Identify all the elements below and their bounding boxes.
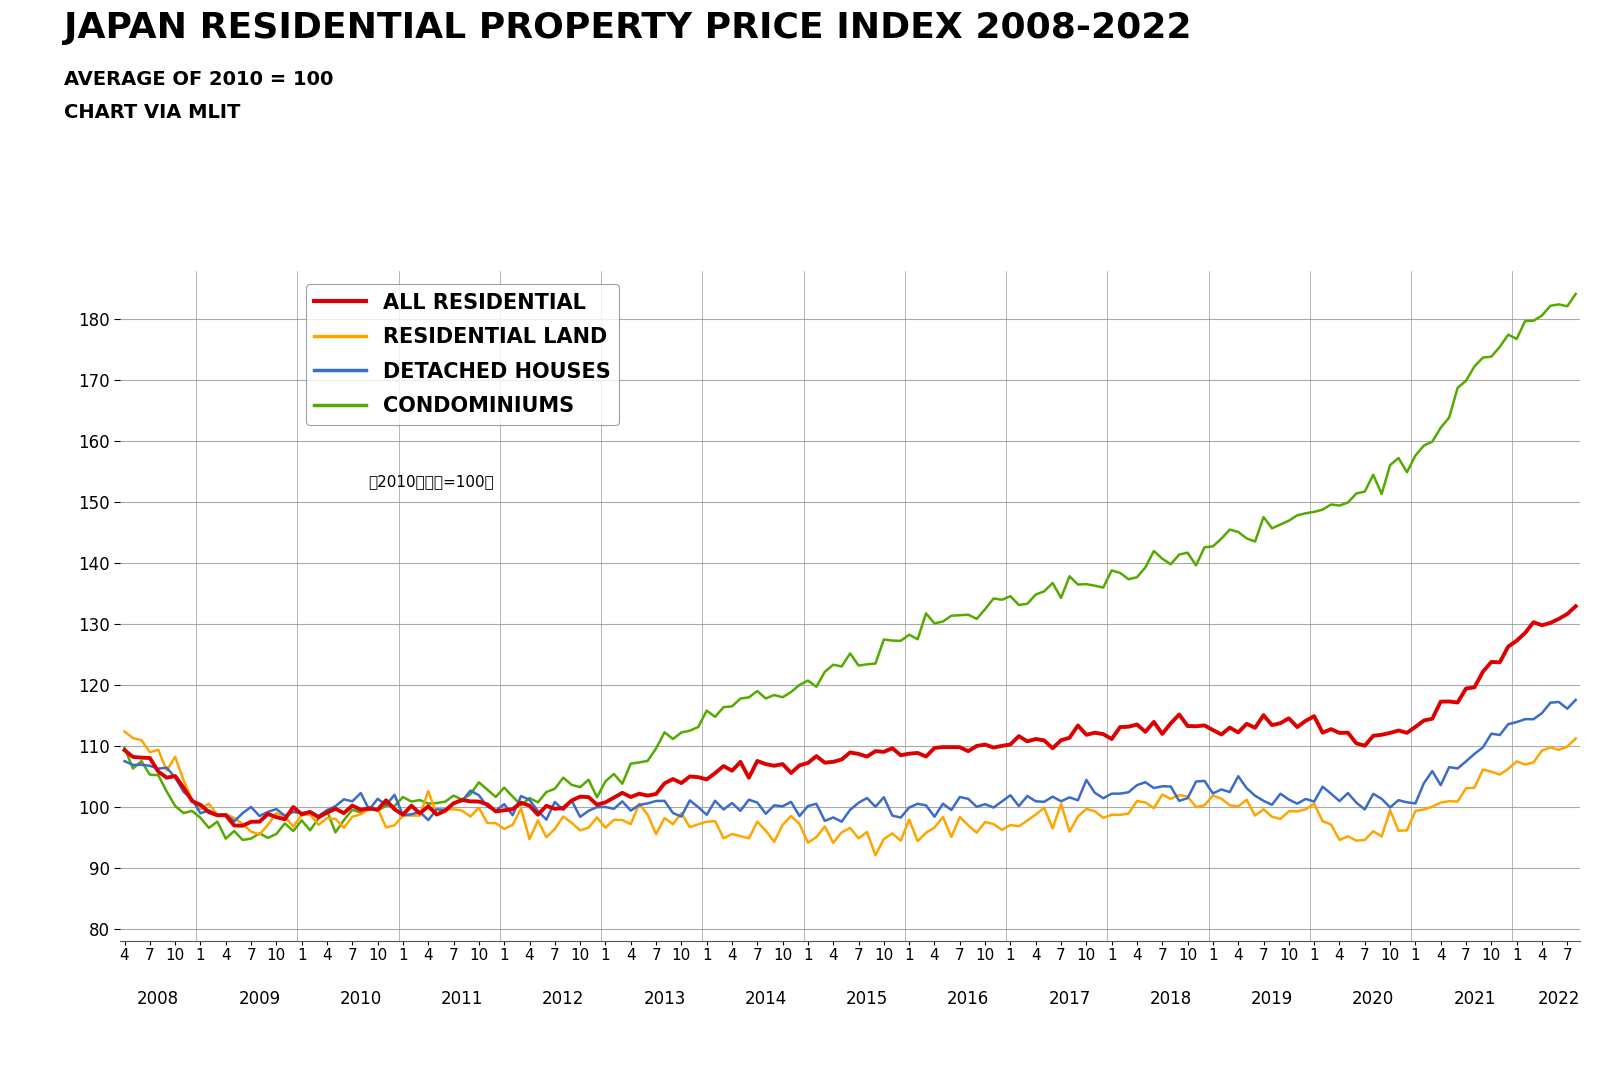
Text: 2017: 2017 (1049, 990, 1091, 1008)
Text: 2019: 2019 (1251, 990, 1293, 1008)
Text: CHART VIA MLIT: CHART VIA MLIT (64, 103, 241, 122)
Text: 2008: 2008 (138, 990, 180, 1008)
Text: 2016: 2016 (946, 990, 990, 1008)
Text: 2018: 2018 (1150, 990, 1192, 1008)
Text: 2020: 2020 (1352, 990, 1394, 1008)
Text: 2022: 2022 (1538, 990, 1580, 1008)
Text: 2014: 2014 (744, 990, 788, 1008)
Text: 2009: 2009 (239, 990, 281, 1008)
Text: 2011: 2011 (441, 990, 483, 1008)
Text: 2013: 2013 (643, 990, 685, 1008)
Text: 2010: 2010 (340, 990, 382, 1008)
Text: 2015: 2015 (845, 990, 889, 1008)
Text: 2012: 2012 (542, 990, 584, 1008)
Text: （2010年平均=100）: （2010年平均=100） (369, 474, 494, 489)
Legend: ALL RESIDENTIAL, RESIDENTIAL LAND, DETACHED HOUSES, CONDOMINIUMS: ALL RESIDENTIAL, RESIDENTIAL LAND, DETAC… (306, 285, 619, 425)
Text: 2021: 2021 (1453, 990, 1495, 1008)
Text: JAPAN RESIDENTIAL PROPERTY PRICE INDEX 2008-2022: JAPAN RESIDENTIAL PROPERTY PRICE INDEX 2… (64, 11, 1192, 44)
Text: AVERAGE OF 2010 = 100: AVERAGE OF 2010 = 100 (64, 70, 334, 90)
